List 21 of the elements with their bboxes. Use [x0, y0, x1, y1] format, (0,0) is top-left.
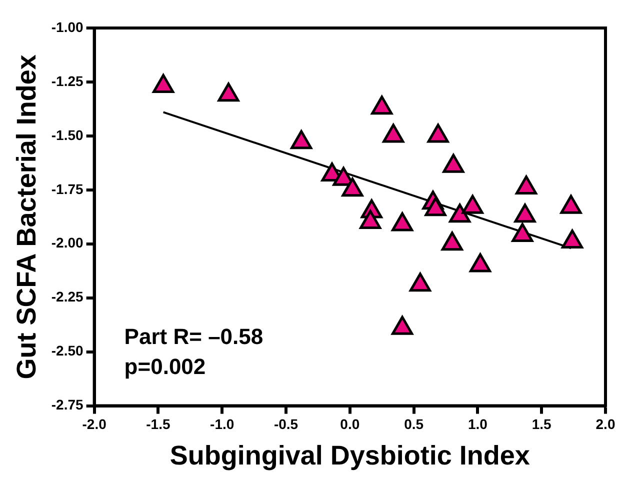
- x-tick-label: -2.0: [82, 416, 107, 432]
- x-tick-label: -1.0: [210, 416, 234, 432]
- x-tick-label: 2.0: [596, 416, 616, 432]
- x-tick-label: 1.5: [532, 416, 552, 432]
- y-tick-label: -1.75: [51, 180, 84, 197]
- x-tick-label: 1.0: [468, 416, 488, 432]
- x-axis-title: Subgingival Dysbiotic Index: [170, 440, 530, 470]
- y-tick-label: -1.25: [51, 72, 84, 89]
- x-tick-label: -1.5: [146, 416, 170, 432]
- x-tick-label: 0.0: [340, 416, 360, 432]
- y-tick-label: -1.50: [51, 126, 84, 143]
- y-tick-label: -2.25: [51, 288, 84, 305]
- y-axis-title: Gut SCFA Bacterial Index: [12, 54, 42, 380]
- y-tick-label: -2.50: [51, 342, 84, 359]
- y-tick-label: -2.75: [51, 396, 84, 413]
- x-tick-label: 0.5: [404, 416, 424, 432]
- annotation: Part R= –0.58: [124, 324, 264, 349]
- y-tick-label: -2.00: [51, 234, 84, 251]
- annotation: p=0.002: [124, 354, 206, 379]
- x-tick-label: -0.5: [274, 416, 298, 432]
- y-tick-label: -1.00: [51, 18, 84, 35]
